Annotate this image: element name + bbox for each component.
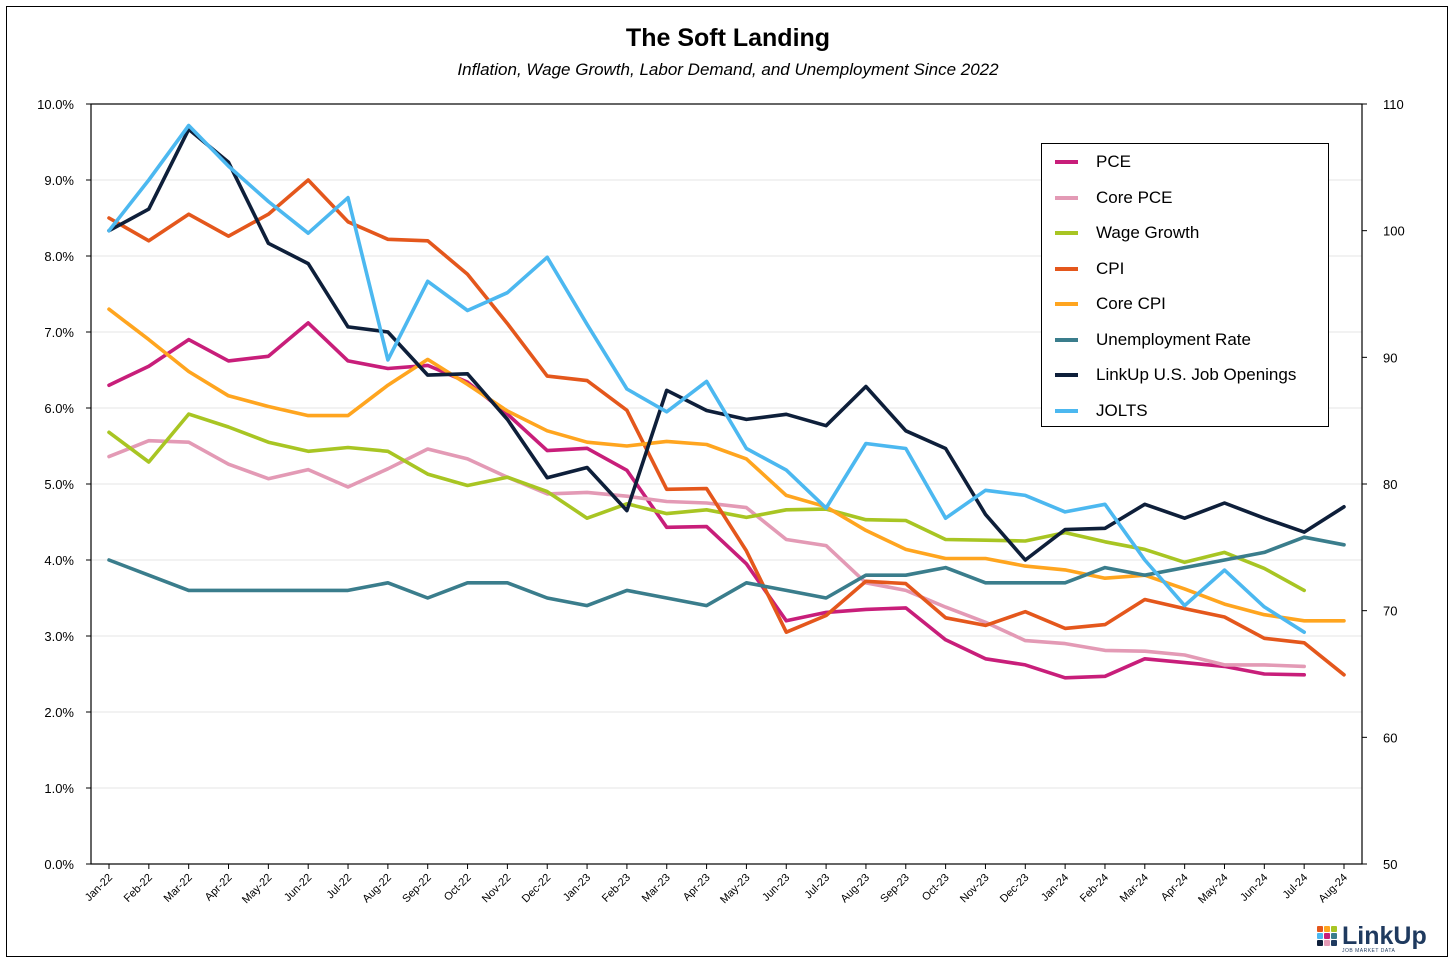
x-axis-tick-label: Feb-22 (122, 872, 155, 905)
logo-square (1331, 940, 1337, 946)
legend-item: LinkUp U.S. Job Openings (1055, 363, 1296, 387)
right-axis-tick-label: 50 (1383, 857, 1397, 872)
x-axis-tick-label: May-22 (240, 872, 274, 906)
logo-square (1317, 926, 1323, 932)
linkup-logo-icon (1317, 926, 1337, 946)
logo-square (1324, 940, 1330, 946)
chart-title: The Soft Landing (625, 24, 831, 52)
left-axis-tick-label: 0.0% (44, 857, 74, 872)
x-axis-tick-label: Dec-23 (998, 872, 1032, 906)
legend-label: LinkUp U.S. Job Openings (1096, 365, 1297, 384)
x-axis-tick-label: Jan-24 (1039, 872, 1071, 904)
right-axis-tick-label: 80 (1383, 477, 1397, 492)
chart-subtitle: Inflation, Wage Growth, Labor Demand, an… (457, 60, 999, 79)
legend-item: JOLTS (1055, 399, 1148, 423)
legend-swatch (1055, 302, 1078, 306)
left-axis-tick-label: 5.0% (44, 477, 74, 492)
x-axis-tick-label: May-24 (1196, 872, 1230, 906)
legend-item: CPI (1055, 257, 1124, 281)
x-axis-tick-label: Nov-23 (958, 872, 992, 906)
legend-swatch (1055, 266, 1078, 271)
legend-item: Wage Growth (1055, 221, 1199, 245)
x-axis-tick-label: Mar-22 (162, 872, 195, 905)
left-axis-tick-label: 1.0% (44, 781, 74, 796)
x-axis-tick-label: May-23 (718, 872, 752, 906)
left-axis-tick-label: 6.0% (44, 401, 74, 416)
x-axis-tick-label: Apr-24 (1159, 872, 1191, 904)
x-axis-tick-label: Jul-24 (1281, 872, 1311, 902)
x-axis-tick-label: Oct-22 (442, 872, 474, 904)
right-axis-tick-label: 100 (1383, 224, 1405, 239)
linkup-logo-text: LinkUp (1342, 922, 1427, 950)
chart-frame (6, 6, 1448, 957)
legend-item: PCE (1055, 150, 1131, 174)
x-axis-tick-label: Jul-23 (803, 872, 833, 902)
x-axis-tick-label: Aug-24 (1317, 872, 1351, 906)
x-axis-tick-label: Aug-23 (838, 872, 872, 906)
x-axis-tick-label: Jun-24 (1238, 872, 1270, 904)
logo-square (1324, 933, 1330, 939)
x-axis-tick-label: Jan-22 (83, 872, 115, 904)
legend: PCE Core PCE Wage Growth CPI Core CPI Unemplo… (1041, 143, 1329, 427)
legend-swatch (1055, 195, 1078, 200)
left-axis-tick-label: 4.0% (44, 553, 74, 568)
legend-item: Unemployment Rate (1055, 328, 1251, 352)
x-axis-tick-label: Mar-24 (1118, 872, 1151, 905)
x-axis-tick-label: Feb-23 (600, 872, 633, 905)
right-axis-tick-label: 60 (1383, 730, 1397, 745)
x-axis-tick-label: Sep-23 (878, 872, 912, 906)
x-axis-tick-label: Jan-23 (561, 872, 593, 904)
x-axis-tick-label: Dec-22 (520, 872, 554, 906)
right-axis-tick-label: 70 (1383, 604, 1397, 619)
logo-square (1331, 926, 1337, 932)
legend-label: JOLTS (1096, 400, 1148, 420)
linkup-logo: LinkUp JOB MARKET DATA (1317, 922, 1427, 954)
logo-square (1324, 926, 1330, 932)
legend-label: Core PCE (1096, 187, 1173, 207)
linkup-logo-tagline: JOB MARKET DATA (1342, 948, 1396, 954)
logo-square (1331, 933, 1337, 939)
legend-label: CPI (1096, 258, 1125, 278)
legend-item: Core CPI (1055, 292, 1166, 316)
x-axis-tick-label: Sep-22 (400, 872, 434, 906)
legend-swatch (1055, 160, 1078, 164)
legend-label: Wage Growth (1096, 223, 1200, 242)
right-axis-tick-label: 90 (1383, 350, 1397, 365)
series-line-unemployment-rate (107, 535, 1346, 608)
legend-label: PCE (1096, 152, 1131, 171)
series-line-pce (107, 321, 1306, 680)
series-line-wage-growth (107, 412, 1306, 593)
x-axis-tick-label: Mar-23 (640, 872, 673, 905)
left-axis-tick-label: 7.0% (44, 325, 74, 340)
logo-square (1317, 933, 1323, 939)
x-axis-tick-label: Jun-22 (282, 872, 314, 904)
legend-swatch (1055, 337, 1078, 342)
logo-square (1317, 940, 1323, 946)
right-axis-tick-label: 110 (1383, 97, 1404, 112)
legend-label: Unemployment Rate (1096, 329, 1251, 349)
x-axis-tick-label: Jul-22 (324, 872, 354, 902)
x-axis-tick-label: Aug-22 (360, 872, 394, 906)
series-line-jolts (107, 123, 1306, 635)
legend-label: Core CPI (1096, 294, 1166, 313)
series-lines (107, 123, 1346, 680)
x-axis-tick-label: Apr-22 (203, 872, 235, 904)
left-axis-tick-label: 8.0% (44, 249, 74, 264)
x-axis-tick-label: Feb-24 (1078, 872, 1111, 905)
legend-item: Core PCE (1055, 186, 1173, 210)
left-axis-tick-label: 3.0% (44, 629, 74, 644)
series-line-cpi (107, 178, 1346, 677)
x-axis-tick-label: Apr-23 (681, 872, 713, 904)
legend-swatch (1055, 231, 1078, 235)
legend-swatch (1055, 408, 1078, 413)
x-axis-tick-label: Jun-23 (760, 872, 792, 904)
left-axis-tick-label: 9.0% (44, 173, 74, 188)
x-axis-tick-label: Oct-23 (920, 872, 952, 904)
left-axis-tick-label: 10.0% (37, 97, 74, 112)
series-line-core-pce (107, 438, 1306, 669)
x-axis-tick-label: Nov-22 (480, 872, 514, 906)
legend-swatch (1055, 373, 1078, 377)
left-axis-tick-label: 2.0% (44, 705, 74, 720)
